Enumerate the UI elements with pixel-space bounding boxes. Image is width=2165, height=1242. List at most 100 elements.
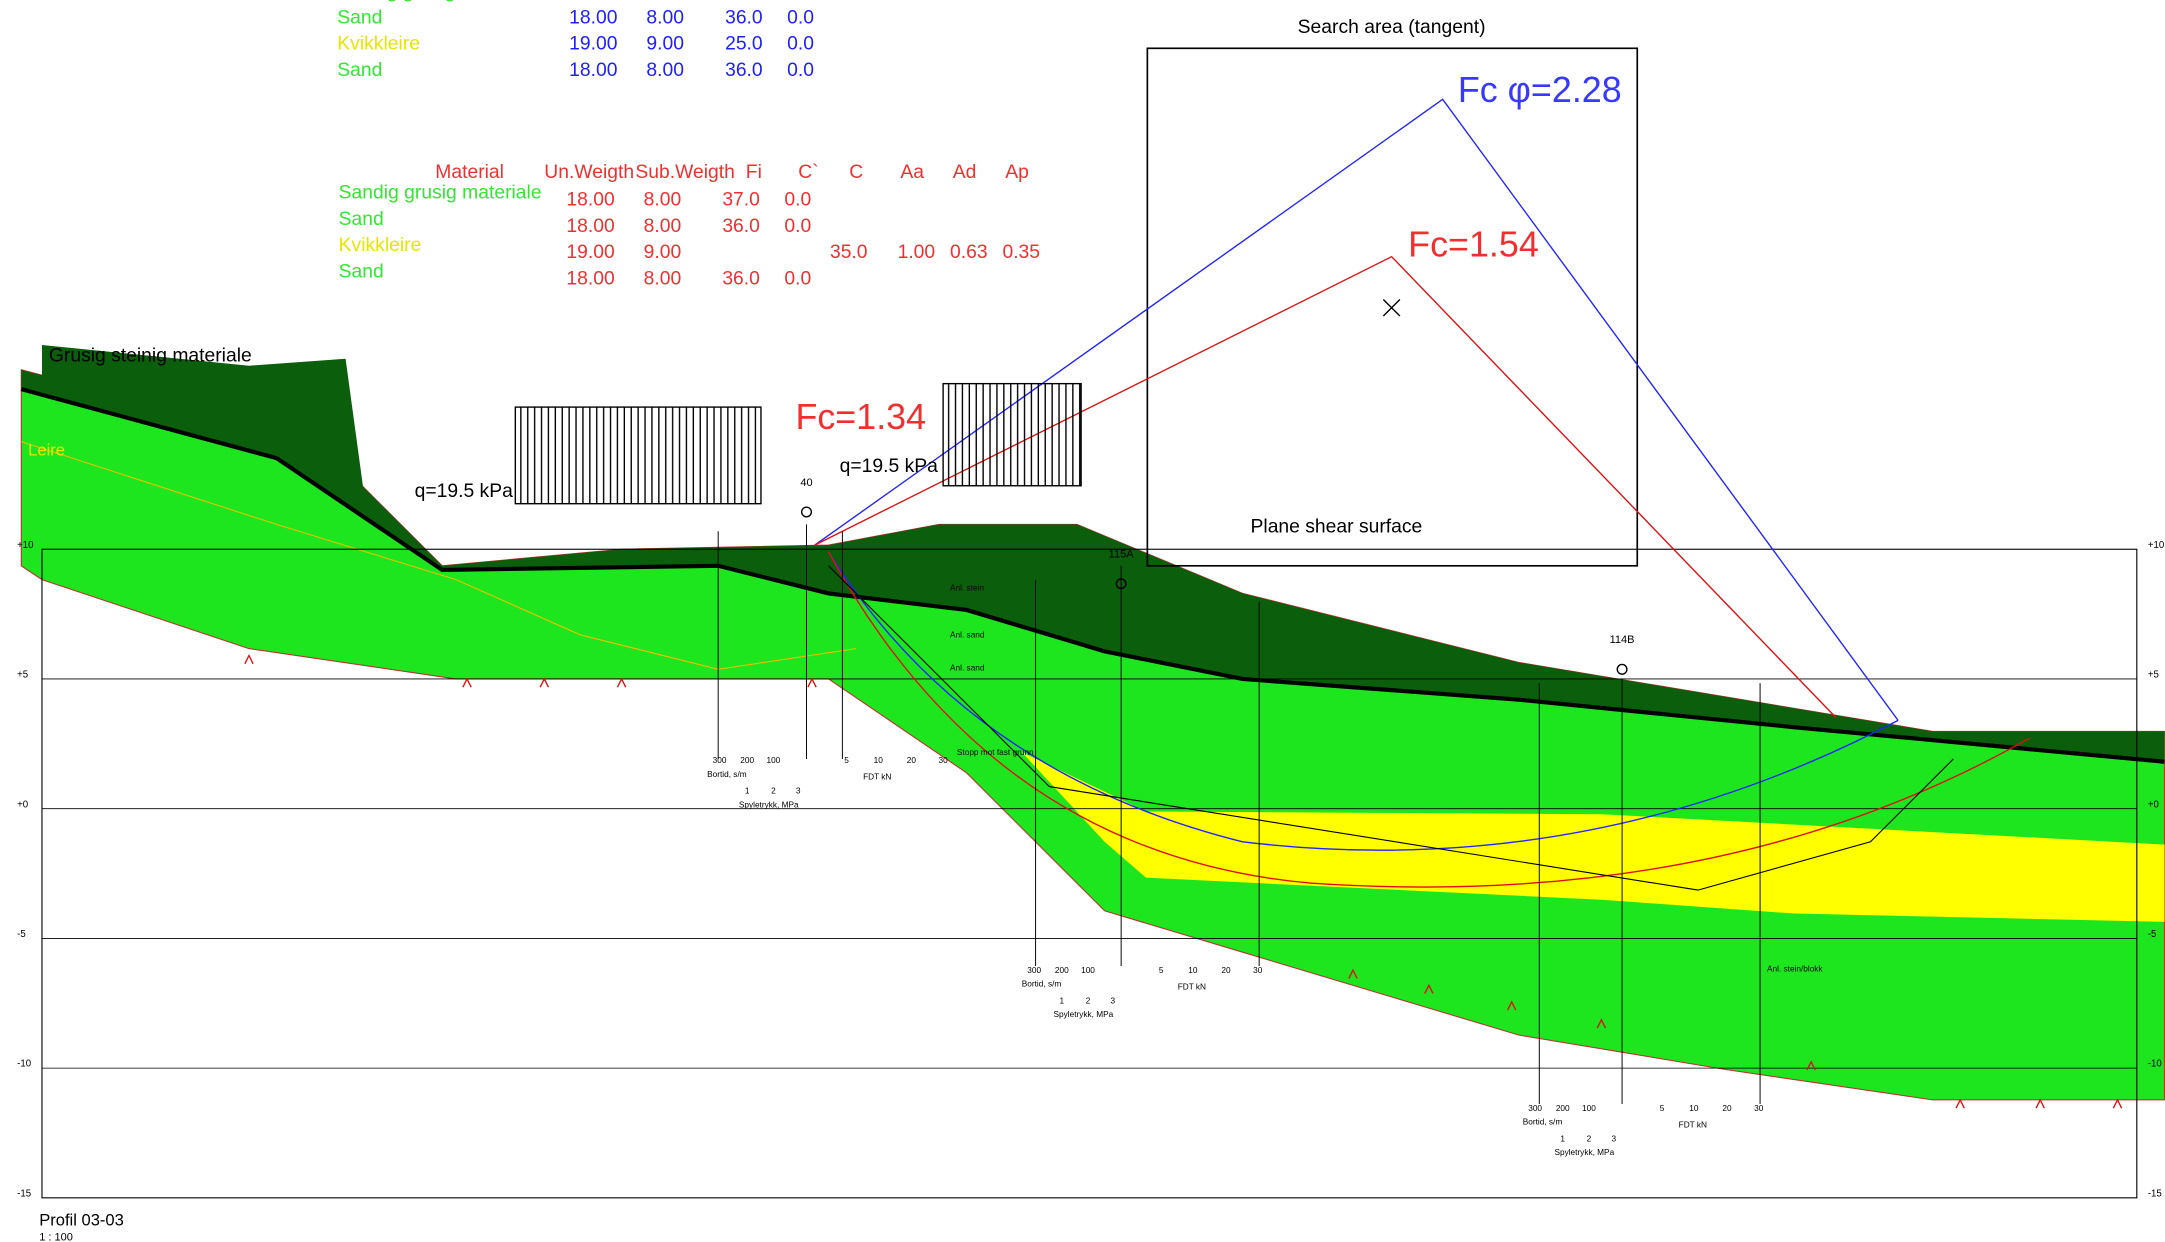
table-cell: 36.0	[722, 216, 760, 237]
table-header: Aa	[900, 162, 924, 183]
scale-label: 3	[1111, 996, 1116, 1005]
center-mark	[1382, 298, 1401, 317]
table-header: Ap	[1005, 162, 1029, 183]
elevation: +5	[17, 670, 28, 681]
borehole-id: 114B	[1610, 634, 1635, 646]
scale-label: 1	[745, 787, 750, 796]
note: Stopp mot fast grunn	[957, 748, 1034, 757]
table-header: Un.Weigth	[544, 162, 634, 183]
label: Fc=1.54	[1408, 225, 1539, 265]
elevation: -5	[17, 929, 26, 940]
scale-label: 100	[1582, 1104, 1596, 1113]
load-right	[942, 382, 1082, 487]
survey-mark	[1506, 1000, 1517, 1011]
elevation: +10	[17, 540, 33, 551]
survey-mark	[244, 653, 254, 665]
scale-label: 200	[1556, 1104, 1570, 1113]
note: Anl. sand	[950, 664, 985, 673]
scale-label: 10	[1188, 966, 1198, 975]
table-header: Sub.Weigth	[635, 162, 735, 183]
dark-fill	[41, 345, 367, 511]
clay-line	[21, 441, 857, 670]
elevation: -15	[17, 1188, 31, 1199]
table-cell: 0.35	[1002, 242, 1040, 263]
elevation-lines	[41, 678, 2137, 1069]
scale-label: 5	[1660, 1104, 1665, 1113]
table-cell: Kvikkleire	[337, 34, 420, 55]
table-header: Material	[435, 162, 504, 183]
survey-mark	[2035, 1098, 2045, 1109]
scale-label: 2	[1587, 1134, 1592, 1143]
note: Anl. stein/blokk	[1767, 965, 1823, 974]
elevation: +0	[2148, 799, 2159, 810]
elevation: +5	[2148, 670, 2159, 681]
label: Search area (tangent)	[1298, 17, 1486, 38]
table-cell: 0.0	[787, 60, 814, 81]
borehole-symbol	[1115, 578, 1127, 590]
table-cell: 0.0	[787, 34, 814, 55]
label: q=19.5 kPa	[840, 456, 939, 477]
table-cell: 9.00	[644, 242, 682, 263]
label: Fc φ=2.28	[1458, 70, 1622, 110]
table-cell: Sandig grusig materiale	[339, 183, 542, 204]
table-cell: 8.00	[646, 7, 684, 28]
table-cell: 0.0	[784, 268, 811, 289]
scale-label: 2	[771, 787, 776, 796]
table-cell: 8.00	[644, 190, 682, 211]
table-cell: 18.00	[566, 268, 614, 289]
scale-label: 5	[844, 756, 849, 765]
note: Anl. sand	[950, 631, 985, 640]
label: 1 : 100	[39, 1232, 73, 1242]
slip-c-curve	[827, 551, 2030, 888]
table-cell: 36.0	[722, 268, 760, 289]
table-cell: 35.0	[830, 242, 868, 263]
scale-label: FDT kN	[1178, 982, 1206, 991]
table-cell: Sand	[337, 7, 382, 28]
scale-label: 300	[713, 756, 727, 765]
frame	[41, 548, 2138, 1199]
scale-label: 3	[796, 787, 801, 796]
table-cell: 8.00	[646, 60, 684, 81]
table-cell: 9.00	[646, 34, 684, 55]
table-cell: Kvikkleire	[339, 235, 422, 256]
search-area	[1146, 47, 1639, 567]
scale-label: 200	[1055, 966, 1069, 975]
table-header: Ad	[953, 162, 977, 183]
label: Leire	[28, 440, 65, 459]
scale-label: 5	[1159, 966, 1164, 975]
table-cell: Sand	[339, 261, 384, 282]
elevation: +0	[17, 799, 28, 810]
scale-label: 30	[939, 756, 949, 765]
borehole-id: 115A	[1109, 549, 1135, 561]
table-cell: 25.0	[725, 34, 763, 55]
table-cell: 36.0	[725, 7, 763, 28]
borehole-lines	[717, 524, 1761, 1104]
quick-clay-layer	[1021, 752, 2165, 922]
label: Fc=1.34	[795, 397, 926, 437]
table-cell: Sandig grusig materiale	[337, 0, 540, 2]
table-header: Fi	[746, 162, 762, 183]
table-cell: 1.00	[898, 242, 936, 263]
slip-phi-curve	[827, 551, 1899, 851]
table-cell: 0.0	[787, 7, 814, 28]
note: Anl. stein	[950, 584, 984, 593]
borehole-symbol	[800, 506, 813, 518]
table-cell: 37.0	[722, 190, 760, 211]
table-cell: 18.00	[569, 60, 617, 81]
elevation: -10	[2148, 1059, 2162, 1070]
survey-mark	[1955, 1098, 1965, 1109]
scale-label: 1	[1560, 1134, 1565, 1143]
label: Grusig steinig materiale	[49, 346, 252, 367]
table-cell: 19.00	[569, 34, 617, 55]
layer-boundary	[20, 387, 2165, 764]
scale-label: FDT kN	[863, 773, 891, 782]
survey-mark	[1806, 1060, 1816, 1071]
scale-label: Bortid, s/m	[1523, 1118, 1563, 1127]
survey-mark	[2112, 1098, 2123, 1109]
table-header: C	[849, 162, 863, 183]
scale-label: 3	[1611, 1134, 1616, 1143]
table-cell: 19.00	[566, 242, 614, 263]
borehole-symbol	[1616, 663, 1628, 675]
top-layer	[21, 369, 2165, 762]
